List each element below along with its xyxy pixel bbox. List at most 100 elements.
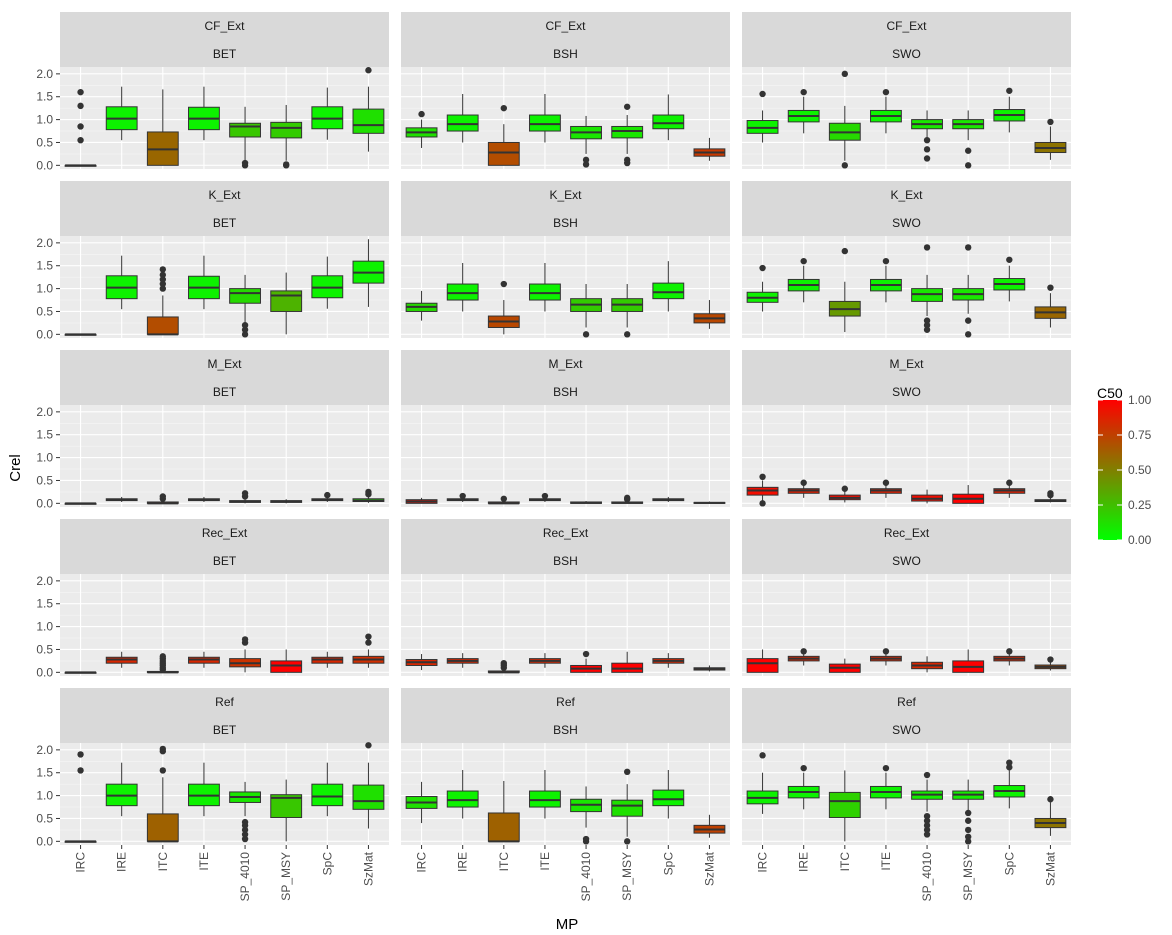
y-tick-label: 1.0 <box>36 282 53 296</box>
legend-tick-label: 1.00 <box>1128 393 1152 407</box>
outlier-point <box>841 485 849 492</box>
box-SzMat <box>352 108 385 134</box>
facet-strip <box>742 688 1071 743</box>
panel-background <box>401 405 730 507</box>
y-tick-label: 0.0 <box>36 158 53 172</box>
outlier-point <box>841 247 849 255</box>
y-tick-label: 1.0 <box>36 451 53 465</box>
facet-strip <box>401 350 730 405</box>
x-tick-label: IRE <box>115 852 129 872</box>
facet-col-label: SWO <box>892 385 921 399</box>
outlier-point <box>964 317 972 324</box>
outlier-point <box>1047 796 1054 803</box>
x-tick-label: SpC <box>320 852 334 876</box>
y-tick-label: 0.0 <box>36 327 53 341</box>
outlier-point <box>324 491 331 499</box>
outlier-point <box>623 156 631 164</box>
outlier-point <box>1047 118 1054 126</box>
facet-col-label: BET <box>213 723 237 737</box>
outlier-point <box>582 161 590 168</box>
outlier-point <box>241 159 249 167</box>
x-tick-label: SzMat <box>361 851 375 886</box>
facet-col-label: BET <box>213 47 237 61</box>
y-axis-title: Crel <box>7 454 24 482</box>
outlier-point <box>241 331 249 338</box>
outlier-point <box>923 826 931 834</box>
y-tick-label: 1.5 <box>36 90 53 104</box>
box-ITC <box>146 813 179 842</box>
y-tick-label: 1.5 <box>36 259 53 273</box>
facet-strip <box>742 350 1071 405</box>
box-SP_MSY <box>611 125 644 139</box>
outlier-point <box>759 90 766 98</box>
box-SpC <box>652 789 685 807</box>
outlier-point <box>759 473 766 481</box>
facet-strip <box>60 12 389 67</box>
outlier-point <box>623 838 631 845</box>
facet-row-label: Rec_Ext <box>543 526 589 540</box>
outlier-point <box>800 257 807 265</box>
box-SP_MSY <box>611 799 644 817</box>
outlier-point <box>882 648 890 655</box>
outlier-point <box>77 102 84 110</box>
outlier-point <box>159 493 167 500</box>
x-axis-title: MP <box>556 916 579 933</box>
outlier-point <box>77 751 84 758</box>
facet-strip <box>60 181 389 236</box>
y-tick-label: 1.0 <box>36 620 53 634</box>
outlier-point <box>159 276 167 283</box>
legend-tick-label: 0.75 <box>1128 428 1152 442</box>
facet-col-label: SWO <box>892 554 921 568</box>
box-SpC <box>652 282 685 300</box>
facet-col-label: BET <box>213 216 237 230</box>
outlier-point <box>882 479 890 486</box>
outlier-point <box>159 280 167 288</box>
panel-background <box>60 405 389 507</box>
outlier-point <box>923 817 931 824</box>
facet-strip <box>401 519 730 574</box>
facet-row-label: M_Ext <box>207 357 242 371</box>
box-ITE <box>529 283 561 301</box>
facet-col-label: BSH <box>553 723 578 737</box>
x-tick-label: ITE <box>538 852 552 871</box>
facet-strip <box>60 519 389 574</box>
outlier-point <box>1006 479 1013 486</box>
legend-tick-label: 0.00 <box>1128 533 1152 547</box>
outlier-point <box>77 123 84 130</box>
outlier-point <box>365 633 372 640</box>
outlier-point <box>159 271 167 279</box>
box-ITE <box>529 114 561 132</box>
outlier-point <box>923 146 931 153</box>
x-tick-label: ITE <box>879 852 893 871</box>
y-tick-label: 2.0 <box>36 67 53 81</box>
x-tick-label: IRE <box>797 852 811 872</box>
outlier-point <box>77 88 84 96</box>
x-tick-label: SP_MSY <box>620 852 634 901</box>
facet-row-label: CF_Ext <box>886 19 927 33</box>
facet-row-label: K_Ext <box>890 188 923 202</box>
facet-col-label: BSH <box>553 47 578 61</box>
outlier-point <box>1006 759 1013 766</box>
outlier-point <box>159 266 167 273</box>
y-tick-label: 0.0 <box>36 834 53 848</box>
facet-strip <box>60 350 389 405</box>
outlier-point <box>541 492 549 500</box>
outlier-point <box>964 162 972 169</box>
x-tick-label: ITE <box>197 852 211 871</box>
outlier-point <box>241 818 249 826</box>
outlier-point <box>759 500 766 507</box>
facet-col-label: SWO <box>892 723 921 737</box>
legend-tick-label: 0.25 <box>1128 498 1152 512</box>
outlier-point <box>582 835 590 843</box>
box-ITC <box>828 791 861 819</box>
outlier-point <box>159 745 167 753</box>
outlier-point <box>964 826 972 834</box>
outlier-point <box>500 104 508 112</box>
facet-col-label: BSH <box>553 385 578 399</box>
x-tick-label: SP_4010 <box>920 852 934 902</box>
x-tick-label: SzMat <box>702 851 716 886</box>
outlier-point <box>882 88 890 96</box>
x-tick-label: SpC <box>661 852 675 876</box>
y-tick-label: 2.0 <box>36 405 53 419</box>
box-IRE <box>446 114 479 132</box>
